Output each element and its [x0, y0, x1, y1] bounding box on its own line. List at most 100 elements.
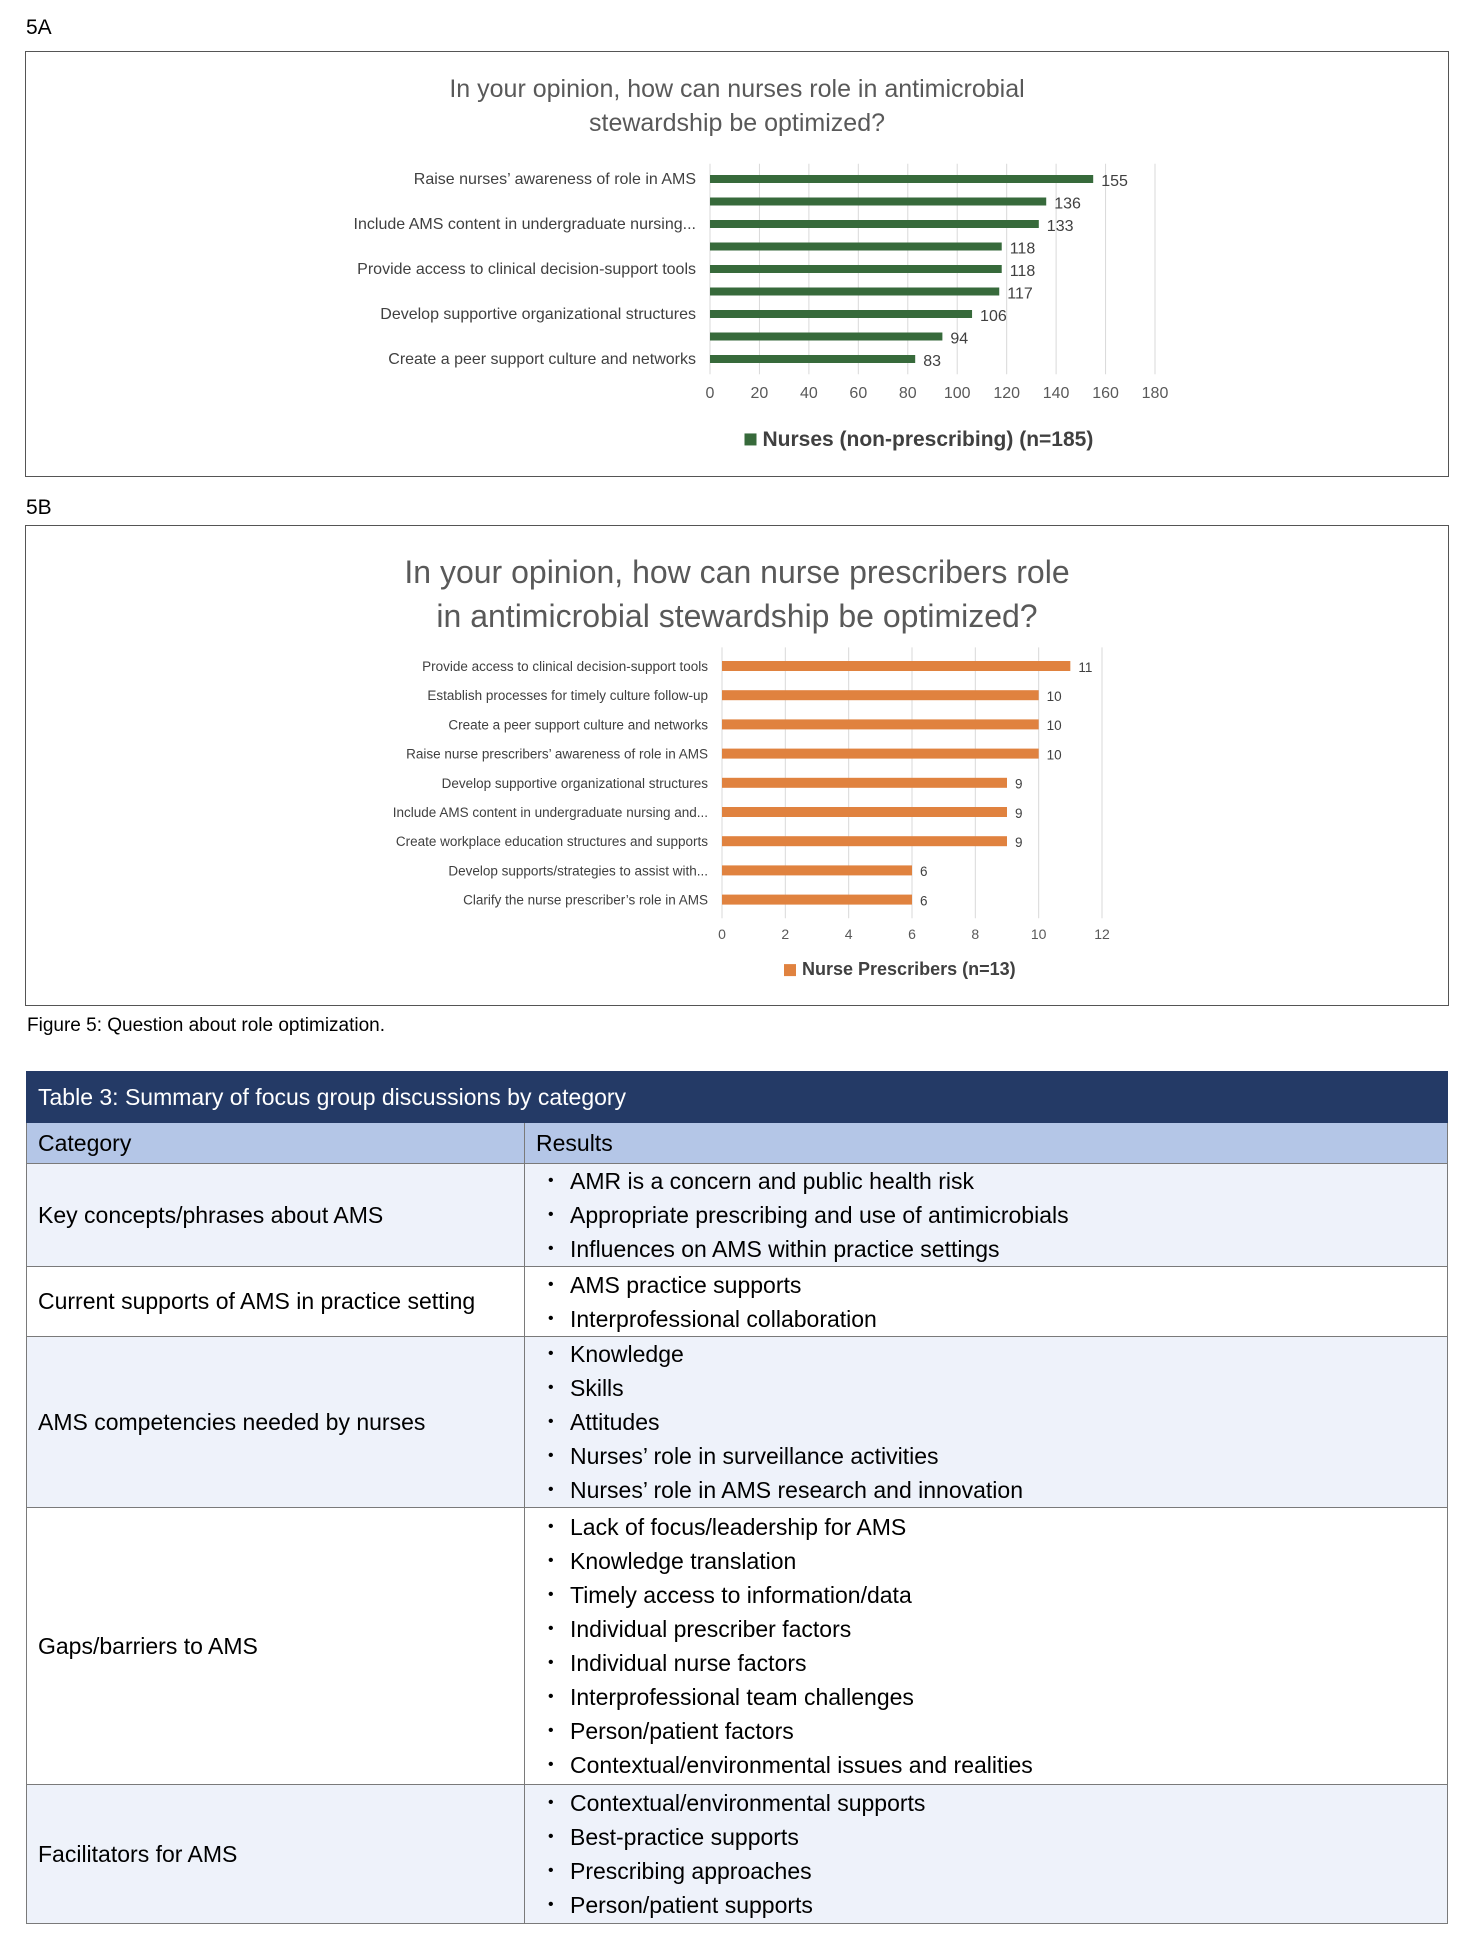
x-tick-label: 140 [1043, 385, 1070, 402]
x-tick-label: 160 [1092, 385, 1119, 402]
results-cell: KnowledgeSkillsAttitudesNurses’ role in … [524, 1336, 1448, 1508]
x-tick-label: 120 [993, 385, 1020, 402]
x-tick-label: 2 [781, 926, 789, 942]
result-item: Person/patient factors [548, 1714, 1436, 1748]
results-list: AMR is a concern and public health riskA… [536, 1164, 1436, 1266]
column-header-results: Results [524, 1122, 1448, 1164]
result-item: Nurses’ role in surveillance activities [548, 1439, 1436, 1473]
table-row: AMS competencies needed by nursesKnowled… [26, 1336, 1448, 1508]
x-tick-label: 20 [751, 385, 769, 402]
results-cell: AMR is a concern and public health riskA… [524, 1163, 1448, 1267]
results-list: Lack of focus/leadership for AMSKnowledg… [536, 1510, 1436, 1782]
category-cell: Gaps/barriers to AMS [26, 1507, 525, 1785]
data-label: 117 [1007, 286, 1033, 303]
chart-title-line: in antimicrobial stewardship be optimize… [436, 598, 1038, 634]
results-cell: Lack of focus/leadership for AMSKnowledg… [524, 1507, 1448, 1785]
x-tick-label: 0 [706, 385, 715, 402]
results-cell: Contextual/environmental supportsBest-pr… [524, 1784, 1448, 1924]
legend-swatch [744, 433, 757, 446]
result-item: Skills [548, 1371, 1436, 1405]
result-item: Knowledge [548, 1337, 1436, 1371]
category-label: Include AMS content in undergraduate nur… [393, 805, 708, 820]
result-item: Person/patient supports [548, 1888, 1436, 1922]
category-cell: Current supports of AMS in practice sett… [26, 1266, 525, 1337]
data-label: 6 [920, 893, 928, 908]
data-label: 10 [1047, 718, 1062, 733]
bar [710, 265, 1002, 273]
result-item: Attitudes [548, 1405, 1436, 1439]
figure-5a-chart: In your opinion, how can nurses role in … [25, 51, 1449, 477]
category-label: Provide access to clinical decision-supp… [422, 659, 708, 674]
result-item: Interprofessional collaboration [548, 1302, 1436, 1336]
category-label: Develop supports/strategies to assist wi… [448, 863, 708, 878]
category-cell: Facilitators for AMS [26, 1784, 525, 1924]
bar [722, 661, 1071, 671]
category-label: Develop supportive organizational struct… [380, 306, 696, 323]
bar [710, 220, 1039, 228]
chart-plot: 0 20 40 60 80 100 120 140 160 180 Raise nurses’ aw… [354, 163, 1169, 451]
data-label: 9 [1015, 835, 1023, 850]
table-row: Key concepts/phrases about AMSAMR is a c… [26, 1163, 1448, 1267]
figure-caption: Figure 5: Question about role optimizati… [27, 1015, 386, 1036]
result-item: Prescribing approaches [548, 1854, 1436, 1888]
x-tick-label: 4 [845, 926, 853, 942]
category-label: Raise nurses’ awareness of role in AMS [414, 171, 696, 188]
result-item: Knowledge translation [548, 1544, 1436, 1578]
x-tick-label: 6 [908, 926, 916, 942]
data-label: 10 [1047, 747, 1062, 762]
result-item: Interprofessional team challenges [548, 1680, 1436, 1714]
bar [710, 287, 1000, 296]
x-tick-label: 12 [1094, 926, 1110, 942]
data-label: 155 [1101, 173, 1128, 190]
result-item: Timely access to information/data [548, 1578, 1436, 1612]
x-tick-label: 10 [1031, 926, 1047, 942]
result-item: Lack of focus/leadership for AMS [548, 1510, 1436, 1544]
x-tick-label: 100 [944, 385, 971, 402]
bar [710, 310, 973, 318]
result-item: Appropriate prescribing and use of antim… [548, 1198, 1436, 1232]
table-row: Current supports of AMS in practice sett… [26, 1266, 1448, 1337]
table-row: Gaps/barriers to AMSLack of focus/leader… [26, 1507, 1448, 1785]
category-label: Include AMS content in undergraduate nur… [354, 216, 696, 233]
bar [722, 865, 912, 876]
result-item: Influences on AMS within practice settin… [548, 1232, 1436, 1266]
result-item: Nurses’ role in AMS research and innovat… [548, 1473, 1436, 1507]
result-item: AMS practice supports [548, 1268, 1436, 1302]
result-item: Individual nurse factors [548, 1646, 1436, 1680]
bar [710, 355, 916, 363]
category-cell: Key concepts/phrases about AMS [26, 1163, 525, 1267]
bar [710, 332, 943, 341]
data-label: 10 [1047, 689, 1062, 704]
summary-table: Table 3: Summary of focus group discussi… [26, 1071, 1448, 1924]
result-item: AMR is a concern and public health risk [548, 1164, 1436, 1198]
result-item: Contextual/environmental issues and real… [548, 1748, 1436, 1782]
chart-plot: 0 2 4 6 8 10 12 Provide access to clinical deci… [393, 647, 1110, 979]
category-label: Create a peer support culture and networ… [448, 717, 708, 732]
figure-5b-label: 5B [26, 496, 52, 519]
x-tick-label: 80 [899, 385, 917, 402]
x-tick-label: 60 [849, 385, 867, 402]
chart-title: In your opinion, how can nurses role in … [26, 72, 1448, 140]
results-list: KnowledgeSkillsAttitudesNurses’ role in … [536, 1337, 1436, 1507]
bar [722, 807, 1007, 817]
category-label: Develop supportive organizational struct… [442, 776, 709, 791]
data-label: 6 [920, 864, 928, 879]
data-label: 136 [1054, 196, 1081, 213]
bar [722, 894, 912, 905]
result-item: Best-practice supports [548, 1820, 1436, 1854]
bar [710, 197, 1047, 206]
chart-title-line: stewardship be optimized? [589, 109, 885, 137]
chart-title-line: In your opinion, how can nurses role in … [449, 75, 1025, 103]
category-label: Create workplace education structures an… [396, 834, 708, 849]
results-list: AMS practice supportsInterprofessional c… [536, 1268, 1436, 1336]
bar [722, 777, 1007, 788]
x-tick-label: 180 [1142, 385, 1169, 402]
chart-title: In your opinion, how can nurse prescribe… [26, 550, 1448, 638]
category-label: Clarify the nurse prescriber’s role in A… [463, 893, 708, 908]
legend-label: Nurses (non-prescribing) (n=185) [763, 428, 1094, 451]
table-title: Table 3: Summary of focus group discussi… [26, 1071, 1448, 1123]
category-cell: AMS competencies needed by nurses [26, 1336, 525, 1508]
figure-5a-label: 5A [26, 16, 52, 39]
data-label: 83 [923, 353, 941, 370]
result-item: Individual prescriber factors [548, 1612, 1436, 1646]
